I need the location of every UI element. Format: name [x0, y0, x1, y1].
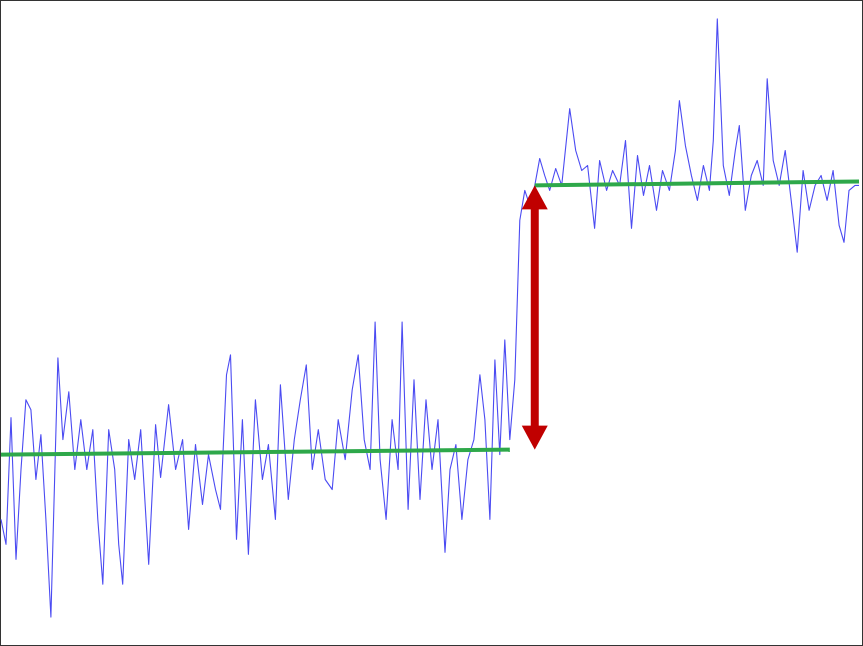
step-arrow [521, 185, 548, 450]
step-arrow-head [521, 425, 548, 450]
mean-level-line [534, 179, 860, 188]
step-arrow-head [521, 185, 548, 210]
mean-level-line [0, 447, 510, 457]
signal-line [0, 18, 859, 618]
